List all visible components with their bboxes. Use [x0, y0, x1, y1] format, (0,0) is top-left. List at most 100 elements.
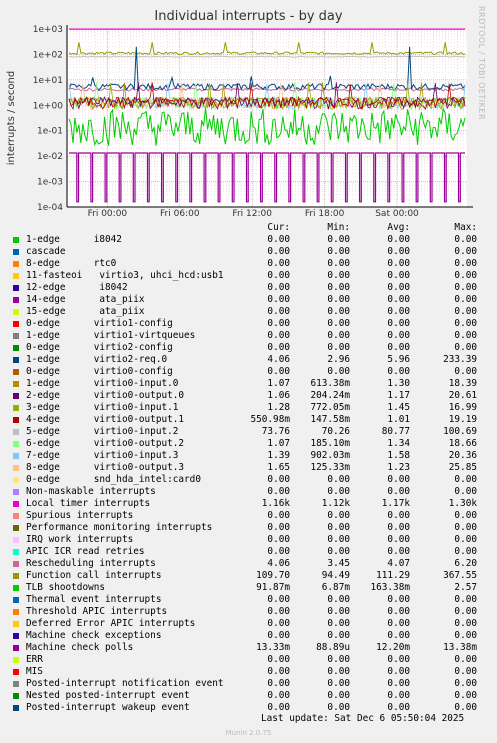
legend-row: 1-edge virtio2-req.0 4.06 2.96 5.96 233.39: [0, 354, 497, 366]
legend-row: 0-edge virtio2-config 0.00 0.00 0.00 0.00: [0, 342, 497, 354]
y-tick-label: 1e-01: [37, 127, 63, 137]
legend-series-name: 15-edge ata_piix: [26, 306, 145, 317]
series-virtio2-req: [68, 46, 466, 92]
legend-series-name: Machine check polls: [26, 642, 134, 653]
legend-series-name: ERR: [26, 654, 43, 665]
legend-cur-value: 91.87m: [256, 582, 290, 593]
legend-avg-value: 0.00: [387, 270, 410, 281]
legend-row: Rescheduling interrupts 4.06 3.45 4.07 6.20: [0, 558, 497, 570]
col-min-header: Min:: [327, 222, 350, 233]
legend-avg-value: 0.00: [387, 366, 410, 377]
legend-avg-value: 0.00: [387, 258, 410, 269]
x-tick-label: Fri 06:00: [160, 209, 200, 219]
legend-swatch: [13, 417, 19, 423]
legend-min-value: 0.00: [327, 594, 350, 605]
legend-avg-value: 1.30: [387, 378, 410, 389]
legend-row: Non-maskable interrupts 0.00 0.00 0.00 0.00: [0, 486, 497, 498]
legend-max-value: 0.00: [454, 330, 477, 341]
legend-cur-value: 0.00: [267, 534, 290, 545]
legend-avg-value: 0.00: [387, 474, 410, 485]
legend-min-value: 147.58m: [310, 414, 350, 425]
legend-max-value: 0.00: [454, 342, 477, 353]
legend-series-name: Posted-interrupt notification event: [26, 678, 224, 689]
legend-cur-value: 13.33m: [256, 642, 290, 653]
chart-title: Individual interrupts - by day: [154, 9, 343, 24]
legend-max-value: 18.66: [448, 438, 477, 449]
legend-cur-value: 0.00: [267, 306, 290, 317]
legend-row: 8-edge rtc0 0.00 0.00 0.00 0.00: [0, 258, 497, 270]
legend-swatch: [13, 357, 19, 363]
legend-cur-value: 1.06: [267, 390, 290, 401]
legend-min-value: 70.26: [321, 426, 350, 437]
legend-min-value: 0.00: [327, 510, 350, 521]
legend-swatch: [13, 273, 19, 279]
legend-cur-value: 1.39: [267, 450, 290, 461]
legend-swatch: [13, 297, 19, 303]
legend-swatch: [13, 309, 19, 315]
legend-series-name: 12-edge i8042: [26, 282, 128, 293]
legend-min-value: 0.00: [327, 330, 350, 341]
legend-avg-value: 0.00: [387, 534, 410, 545]
legend-cur-value: 0.00: [267, 318, 290, 329]
legend-row: Spurious interrupts 0.00 0.00 0.00 0.00: [0, 510, 497, 522]
legend-swatch: [13, 693, 19, 699]
legend-min-value: 6.87m: [321, 582, 350, 593]
legend-cur-value: 0.00: [267, 270, 290, 281]
legend-min-value: 0.00: [327, 306, 350, 317]
legend-series-name: Function call interrupts: [26, 570, 162, 581]
legend-min-value: 0.00: [327, 234, 350, 245]
legend-row: Deferred Error APIC interrupts 0.00 0.00 0.…: [0, 618, 497, 630]
legend-series-name: TLB shootdowns: [26, 582, 106, 593]
legend-row: 1-edge i8042 0.00 0.00 0.00 0.00: [0, 234, 497, 246]
legend-cur-value: 0.00: [267, 702, 290, 713]
legend-swatch: [13, 321, 19, 327]
legend-cur-value: 0.00: [267, 666, 290, 677]
legend-swatch: [13, 489, 19, 495]
interrupts-chart: 1e+03 1e+02 1e+01 1e+00 1e-01 1e-02 1e-03 1e-04…: [6, 25, 473, 219]
legend-max-value: 0.00: [454, 474, 477, 485]
legend-swatch: [13, 537, 19, 543]
legend-swatch: [13, 633, 19, 639]
legend-avg-value: 0.00: [387, 282, 410, 293]
legend-swatch: [13, 369, 19, 375]
y-tick-label: 1e+02: [33, 50, 63, 60]
legend-row: 0-edge virtio1-config 0.00 0.00 0.00 0.00: [0, 318, 497, 330]
legend-row: 5-edge virtio0-input.2 73.76 70.26 80.77 100…: [0, 426, 497, 438]
legend-swatch: [13, 261, 19, 267]
legend-cur-value: 1.28: [267, 402, 290, 413]
legend-swatch: [13, 441, 19, 447]
legend-avg-value: 1.17k: [381, 498, 410, 509]
legend-min-value: 0.00: [327, 342, 350, 353]
legend-series-name: MIS: [26, 666, 43, 677]
legend-max-value: 0.00: [454, 234, 477, 245]
legend-swatch: [13, 681, 19, 687]
legend-series-name: 0-edge virtio0-config: [26, 366, 173, 377]
legend-min-value: 0.00: [327, 486, 350, 497]
legend-series-name: 14-edge ata_piix: [26, 294, 145, 305]
y-tick-label: 1e+00: [33, 101, 64, 111]
legend-max-value: 0.00: [454, 594, 477, 605]
legend-avg-value: 0.00: [387, 330, 410, 341]
legend-row: MIS 0.00 0.00 0.00 0.00: [0, 666, 497, 678]
legend-max-value: 0.00: [454, 294, 477, 305]
legend-cur-value: 0.00: [267, 618, 290, 629]
legend-swatch: [13, 525, 19, 531]
legend-min-value: 0.00: [327, 318, 350, 329]
legend-avg-value: 0.00: [387, 654, 410, 665]
legend-swatch: [13, 393, 19, 399]
legend-avg-value: 1.45: [387, 402, 410, 413]
legend-cur-value: 1.07: [267, 438, 290, 449]
legend-swatch: [13, 249, 19, 255]
legend-max-value: 0.00: [454, 654, 477, 665]
y-tick-label: 1e-02: [37, 152, 63, 162]
legend-avg-value: 5.96: [387, 354, 410, 365]
legend-row: Machine check exceptions 0.00 0.00 0.00 0.00: [0, 630, 497, 642]
legend-swatch: [13, 621, 19, 627]
legend-avg-value: 0.00: [387, 318, 410, 329]
legend-avg-value: 0.00: [387, 606, 410, 617]
legend-swatch: [13, 405, 19, 411]
series-virtio0-queue: [68, 82, 466, 111]
legend-swatch: [13, 477, 19, 483]
legend-max-value: 0.00: [454, 630, 477, 641]
legend-cur-value: 109.70: [256, 570, 290, 581]
